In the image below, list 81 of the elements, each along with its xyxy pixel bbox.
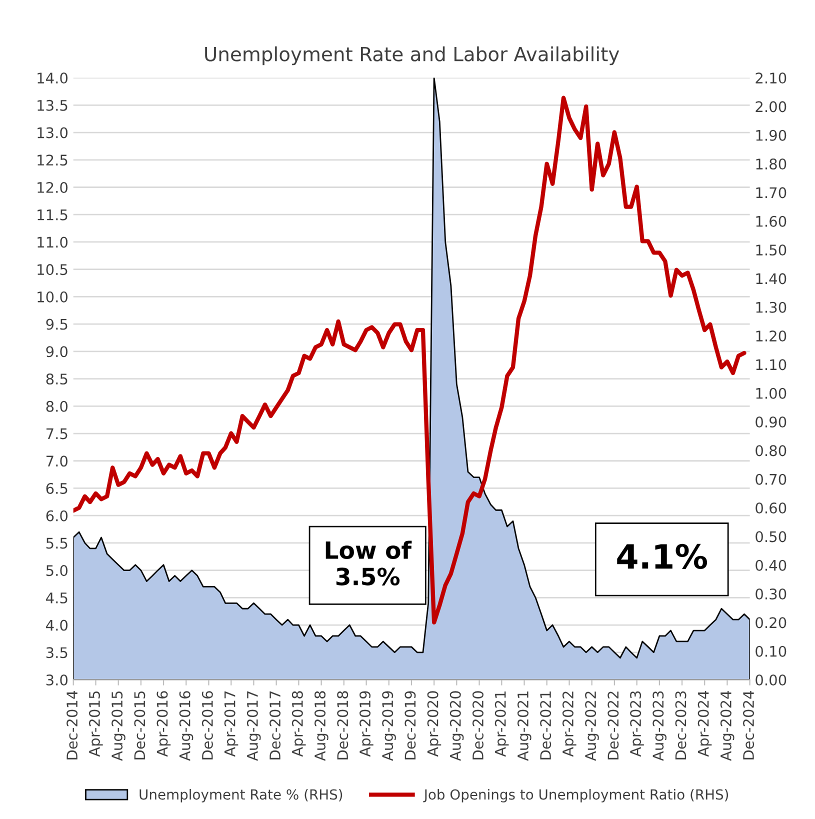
y-tick-label: 7.0 — [46, 456, 68, 467]
x-tick-label: Dec-2015 — [134, 691, 146, 760]
x-tick-label: Apr-2019 — [360, 691, 374, 757]
y2-tick-label: 1.10 — [756, 359, 786, 370]
x-tick-label: Apr-2020 — [427, 691, 442, 757]
x-tick-label: Aug-2015 — [112, 691, 126, 761]
x-tick-label: Aug-2016 — [179, 691, 194, 761]
y-tick-label: 6.5 — [46, 482, 68, 494]
annotation: 4.1% — [617, 544, 708, 570]
x-tick-label: Aug-2021 — [517, 692, 532, 761]
y-tick-label: 3.5 — [46, 647, 68, 658]
chart-title: Unemployment Rate and Labor Availability — [205, 46, 620, 66]
y-tick-label: 5.0 — [46, 565, 68, 576]
y2-tick-label: 1.30 — [756, 302, 786, 313]
x-tick-label: Dec-2016 — [202, 691, 213, 760]
y-tick-label: 8.0 — [46, 400, 68, 412]
x-tick-label: Apr-2018 — [292, 691, 306, 757]
y-tick-label: 4.0 — [46, 620, 68, 631]
y-tick-label: 3.0 — [46, 674, 68, 686]
y2-tick-label: 0.00 — [756, 674, 786, 686]
y2-tick-label: 1.40 — [756, 273, 786, 284]
x-tick-label: Dec-2020 — [472, 691, 484, 760]
x-tick-label: Dec-2021 — [540, 692, 552, 760]
y-tick-label: 10.0 — [38, 291, 68, 302]
y2-tick-label: 1.70 — [756, 187, 786, 198]
y2-tick-label: 1.20 — [756, 330, 786, 342]
x-tick-label: Dec-2023 — [675, 691, 686, 760]
annotation: Low of 3.5% — [326, 540, 412, 586]
y-tick-label: 8.5 — [46, 374, 68, 385]
x-tick-label: Aug-2023 — [652, 691, 666, 761]
x-tick-label: Aug-2024 — [720, 691, 734, 761]
y-tick-label: 14.0 — [38, 72, 68, 84]
x-tick-label: Aug-2019 — [382, 691, 396, 761]
y2-tick-label: 1.90 — [756, 130, 786, 141]
y2-tick-label: 1.00 — [756, 388, 786, 399]
y-tick-label: 9.0 — [46, 346, 68, 358]
x-tick-label: Aug-2022 — [585, 692, 599, 761]
y2-tick-label: 0.40 — [756, 560, 786, 571]
x-tick-label: Apr-2023 — [630, 691, 644, 757]
x-tick-label: Apr-2015 — [88, 691, 103, 757]
y-tick-label: 11.5 — [38, 210, 68, 220]
x-tick-label: Dec-2018 — [337, 691, 348, 760]
y2-tick-label: 0.10 — [756, 646, 786, 657]
legend-label: Job Openings to Unemployment Ratio (RHS) — [423, 788, 728, 802]
x-tick-label: Dec-2017 — [270, 691, 281, 760]
legend-label: Unemployment Rate % (RHS) — [140, 788, 342, 802]
y-tick-label: 12.5 — [38, 154, 68, 166]
y-tick-label: 6.0 — [46, 510, 68, 522]
y-tick-label: 10.5 — [38, 264, 68, 276]
x-tick-label: Dec-2014 — [66, 691, 78, 760]
x-tick-label: Apr-2016 — [156, 691, 171, 757]
y2-tick-label: 1.80 — [756, 158, 786, 170]
y-tick-label: 5.5 — [46, 538, 68, 549]
x-tick-label: Dec-2019 — [404, 691, 416, 760]
y2-tick-label: 0.60 — [756, 502, 786, 514]
y2-tick-label: 1.50 — [756, 244, 786, 256]
y2-tick-label: 0.20 — [756, 617, 786, 628]
y2-tick-label: 0.50 — [756, 531, 786, 542]
x-tick-label: Apr-2024 — [698, 691, 712, 757]
y2-tick-label: 0.80 — [756, 445, 786, 456]
y2-tick-label: 0.90 — [756, 416, 786, 428]
x-tick-label: Apr-2017 — [224, 691, 238, 757]
y2-tick-label: 1.60 — [756, 216, 786, 227]
y2-tick-label: 2.10 — [756, 72, 786, 84]
y-tick-label: 13.5 — [38, 100, 68, 111]
y2-tick-label: 0.30 — [756, 588, 786, 600]
y-tick-label: 9.5 — [46, 318, 68, 330]
x-tick-label: Apr-2022 — [562, 692, 576, 757]
x-tick-label: Aug-2018 — [314, 691, 328, 761]
y-tick-label: 7.5 — [46, 428, 68, 440]
x-tick-label: Dec-2022 — [608, 692, 619, 760]
y2-tick-label: 2.00 — [756, 101, 786, 112]
x-tick-label: Apr-2021 — [494, 692, 509, 757]
y-tick-label: 12.0 — [38, 182, 68, 193]
y-tick-label: 4.5 — [46, 592, 68, 604]
x-tick-label: Aug-2017 — [246, 691, 261, 761]
y-tick-label: 11.0 — [38, 236, 68, 248]
x-tick-label: Aug-2020 — [450, 691, 464, 761]
y2-tick-label: 0.70 — [756, 474, 786, 485]
y-tick-label: 13.0 — [38, 127, 68, 138]
x-tick-label: Dec-2024 — [743, 691, 754, 760]
